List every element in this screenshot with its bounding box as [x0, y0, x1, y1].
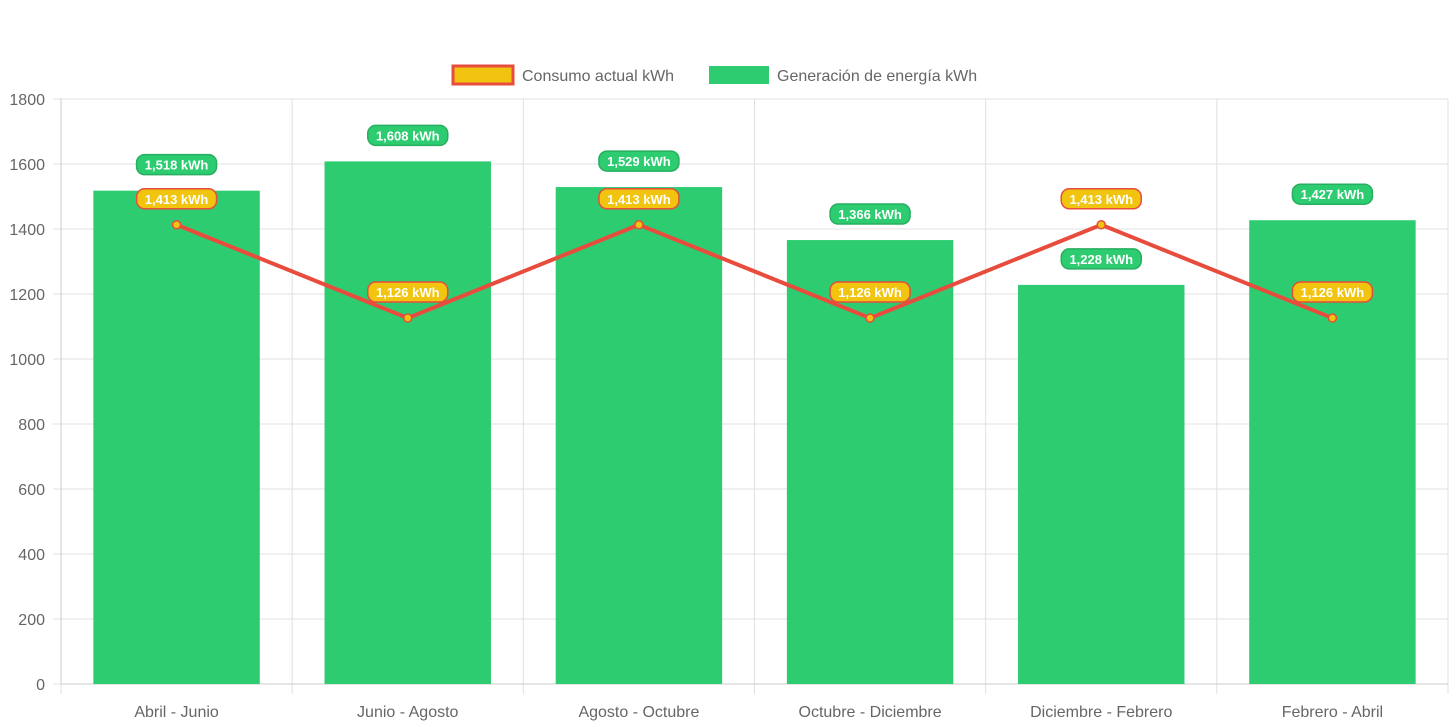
data-label-generacion-bg [829, 203, 911, 225]
x-tick-label: Agosto - Octubre [578, 704, 699, 721]
data-label-consumo-bg [135, 188, 218, 210]
data-label-generacion: 1,608 kWh [376, 128, 440, 143]
data-label-consumo-bg [367, 281, 449, 303]
legend-swatch-consumo[interactable] [451, 64, 515, 86]
data-label-generacion-bg [367, 124, 449, 147]
y-tick-label: 600 [18, 482, 45, 499]
y-tick-label: 1200 [9, 287, 45, 304]
data-label-generacion-bg [1291, 183, 1374, 205]
y-tick-label: 1400 [9, 222, 45, 239]
y-tick-label: 200 [18, 612, 45, 629]
data-label-generacion: 1,366 kWh [838, 207, 902, 222]
legend[interactable]: Consumo actual kWh Generación de energía… [451, 64, 977, 86]
data-label-consumo: 1,413 kWh [1069, 192, 1133, 207]
data-label-consumo: 1,126 kWh [838, 285, 902, 300]
data-label-generacion: 1,529 kWh [607, 154, 671, 169]
y-tick-label: 1800 [9, 92, 45, 109]
data-label-generacion-bg [135, 153, 218, 176]
data-label-generacion: 1,228 kWh [1069, 252, 1133, 267]
data-labels: 1,518 kWh 1,608 kWh 1,529 kWh 1,366 kWh 1,22… [135, 124, 1374, 303]
bar-generacion [786, 240, 954, 685]
data-label-consumo: 1,413 kWh [145, 192, 209, 207]
data-label-consumo-bg [829, 281, 911, 303]
line-consumo [175, 222, 1334, 321]
data-label-generacion-bg [598, 150, 680, 172]
y-tick-label: 1600 [9, 157, 45, 174]
bar-generacion [555, 187, 723, 684]
data-label-consumo: 1,413 kWh [607, 192, 671, 207]
point-consumo [1327, 313, 1338, 323]
y-tick-label: 800 [18, 417, 45, 434]
point-consumo [865, 313, 875, 323]
x-tick-label: Octubre - Diciembre [799, 704, 942, 721]
x-tick-label: Junio - Agosto [357, 704, 459, 721]
data-label-generacion-bg [1060, 248, 1142, 270]
y-tick-label: 400 [18, 547, 45, 564]
bar-generacion [324, 161, 491, 684]
data-label-consumo-bg [598, 188, 680, 210]
point-consumo [171, 220, 182, 230]
grid: 0 200 400 600 800 1000 1200 1400 1600 1800 Abril -… [9, 92, 1449, 721]
y-tick-label: 1000 [9, 352, 45, 369]
data-label-consumo: 1,126 kWh [376, 285, 440, 300]
data-label-generacion: 1,427 kWh [1301, 187, 1365, 202]
x-tick-label: Febrero - Abril [1282, 704, 1383, 721]
bar-generacion [93, 190, 260, 684]
legend-label-generacion[interactable]: Generación de energía kWh [777, 68, 977, 85]
point-consumo [634, 220, 644, 230]
point-consumo [1096, 220, 1106, 230]
line-series [171, 220, 1338, 323]
y-tick-label: 0 [36, 677, 45, 694]
x-tick-label: Diciembre - Febrero [1030, 704, 1172, 721]
data-label-consumo: 1,126 kWh [1301, 285, 1365, 300]
x-tick-label: Abril - Junio [134, 704, 219, 721]
legend-swatch-generacion[interactable] [709, 66, 769, 84]
data-label-generacion: 1,518 kWh [145, 158, 209, 173]
legend-label-consumo[interactable]: Consumo actual kWh [522, 68, 674, 85]
bars [93, 161, 1416, 685]
bar-generacion [1018, 284, 1185, 684]
data-label-consumo-bg [1291, 281, 1374, 303]
data-label-consumo-bg [1060, 188, 1142, 210]
point-consumo [403, 313, 413, 323]
